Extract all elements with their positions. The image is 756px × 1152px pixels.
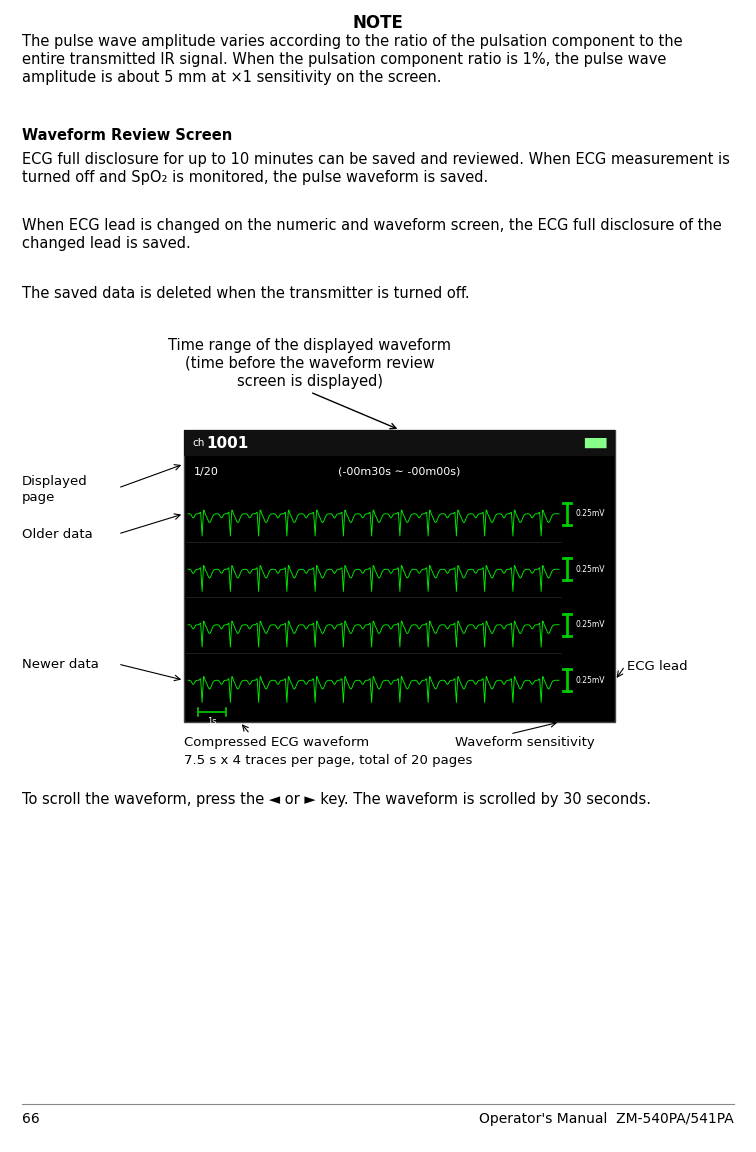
Text: ███: ███ (584, 438, 607, 448)
Text: changed lead is saved.: changed lead is saved. (22, 236, 191, 251)
Bar (184, 430, 615, 722)
Bar (184, 430, 615, 456)
Text: 66: 66 (22, 1112, 40, 1126)
Text: ch: ch (192, 438, 204, 448)
Text: screen is displayed): screen is displayed) (237, 374, 383, 389)
Text: entire transmitted IR signal. When the pulsation component ratio is 1%, the puls: entire transmitted IR signal. When the p… (22, 52, 666, 67)
Text: 0.25mV: 0.25mV (575, 620, 605, 629)
Text: (-00m30s ∼ -00m00s): (-00m30s ∼ -00m00s) (339, 467, 460, 477)
Text: Older data: Older data (22, 528, 93, 541)
Text: Waveform Review Screen: Waveform Review Screen (22, 128, 232, 143)
Text: 1s: 1s (207, 717, 217, 726)
Text: NOTE: NOTE (352, 14, 404, 32)
Text: ECG lead: ECG lead (627, 660, 688, 673)
Text: 0.25mV: 0.25mV (575, 676, 605, 684)
Text: Time range of the displayed waveform: Time range of the displayed waveform (169, 338, 451, 353)
Text: amplitude is about 5 mm at ×1 sensitivity on the screen.: amplitude is about 5 mm at ×1 sensitivit… (22, 70, 442, 85)
Text: Compressed ECG waveform: Compressed ECG waveform (184, 736, 369, 749)
Text: turned off and SpO₂ is monitored, the pulse waveform is saved.: turned off and SpO₂ is monitored, the pu… (22, 170, 488, 185)
Text: Waveform sensitivity: Waveform sensitivity (455, 736, 595, 749)
Text: ECG full disclosure for up to 10 minutes can be saved and reviewed. When ECG mea: ECG full disclosure for up to 10 minutes… (22, 152, 730, 167)
Text: 1001: 1001 (206, 435, 248, 450)
Text: 7.5 s x 4 traces per page, total of 20 pages: 7.5 s x 4 traces per page, total of 20 p… (184, 755, 472, 767)
Text: 0.25mV: 0.25mV (575, 509, 605, 518)
Text: Displayed
page: Displayed page (22, 475, 88, 505)
Text: 1/20: 1/20 (194, 467, 219, 477)
Text: Operator's Manual  ZM-540PA/541PA: Operator's Manual ZM-540PA/541PA (479, 1112, 734, 1126)
Text: Newer data: Newer data (22, 658, 99, 670)
Text: To scroll the waveform, press the ◄ or ► key. The waveform is scrolled by 30 sec: To scroll the waveform, press the ◄ or ►… (22, 793, 651, 808)
Text: (time before the waveform review: (time before the waveform review (185, 356, 435, 371)
Text: 0.25mV: 0.25mV (575, 564, 605, 574)
Text: When ECG lead is changed on the numeric and waveform screen, the ECG full disclo: When ECG lead is changed on the numeric … (22, 218, 722, 233)
Text: The pulse wave amplitude varies according to the ratio of the pulsation componen: The pulse wave amplitude varies accordin… (22, 35, 683, 50)
Text: The saved data is deleted when the transmitter is turned off.: The saved data is deleted when the trans… (22, 286, 469, 301)
